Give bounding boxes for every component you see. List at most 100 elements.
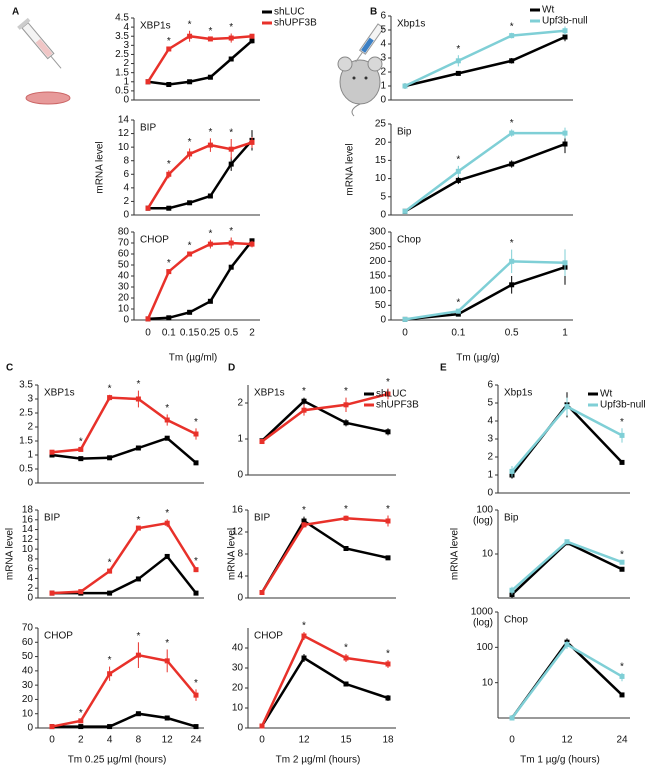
significance-marker: * [229,128,233,139]
y-tick-label: 2 [27,422,33,433]
x-tick-label: 4 [107,735,113,746]
data-point [402,208,408,214]
y-tick-label: 50 [118,260,130,271]
y-axis-label: mRNA level [227,528,238,580]
data-point [187,79,193,85]
data-line [261,392,389,443]
subplot-title: Chop [504,615,528,626]
y-tick-label: 8 [237,549,243,560]
x-axis-label: Tm 2 µg/ml (hours) [276,755,361,766]
data-line [146,34,253,83]
data-point [207,74,213,80]
y-tick-label: 1000 [471,607,494,618]
y-tick-label: 12 [118,128,130,139]
y-tick-label: 18 [22,505,34,516]
x-tick-label: 24 [190,735,202,746]
y-scale-note: (log) [473,516,493,527]
data-point [207,298,213,304]
data-point [78,456,84,462]
panel-letter: B [370,7,377,18]
data-point [509,715,515,721]
x-tick-label: 1 [562,328,568,339]
subplot-title: BIP [140,123,156,134]
data-point [107,590,113,596]
data-point [249,139,255,145]
significance-marker: * [302,621,306,632]
x-axis-label: Tm (µg/ml) [169,353,218,364]
y-tick-label: 3.5 [19,380,33,391]
data-point [385,661,391,667]
data-point [564,404,570,410]
data-line [404,35,566,88]
data-point [259,439,265,445]
data-point [562,28,568,34]
data-point [509,587,515,593]
significance-marker: * [167,258,171,269]
x-tick-label: 0.5 [505,328,519,339]
y-tick-label: 3 [27,394,33,405]
significance-marker: * [344,504,348,515]
data-point [166,82,172,88]
y-tick-label: 10 [22,708,34,719]
data-point [145,316,151,322]
subplot-title: BIP [254,513,270,524]
data-line [404,29,566,88]
data-point [343,655,349,661]
data-point [166,171,172,177]
y-tick-label: 50 [22,651,34,662]
significance-marker: * [208,26,212,37]
data-point [619,459,625,465]
data-point [187,251,193,257]
subplot-title: Bip [504,513,519,524]
y-tick-label: 4 [27,573,33,584]
data-point [385,555,391,561]
y-tick-label: 0 [237,593,243,604]
subplot-title: Xbp1s [504,388,532,399]
data-point [78,718,84,724]
data-point [164,417,170,423]
significance-marker: * [165,508,169,519]
data-point [343,402,349,408]
y-tick-label: 1.5 [115,67,129,78]
data-point [619,673,625,679]
panel-letter: C [6,363,13,374]
data-point [135,525,141,531]
significance-marker: * [302,386,306,397]
y-tick-label: 10 [482,677,494,688]
y-tick-label: 40 [118,271,130,282]
data-point [207,241,213,247]
y-tick-label: 3 [123,40,129,51]
y-tick-label: 4 [123,22,129,33]
x-tick-label: 8 [136,735,142,746]
data-line [404,266,566,321]
data-point [166,315,172,321]
y-tick-label: 14 [118,115,130,126]
significance-marker: * [108,383,112,394]
y-tick-label: 40 [22,665,34,676]
y-tick-label: 6 [123,169,129,180]
y-tick-label: 0.5 [115,86,129,97]
x-tick-label: 0 [49,735,55,746]
y-tick-label: 0 [27,478,33,489]
x-tick-label: 12 [561,735,573,746]
y-tick-label: 150 [369,271,386,282]
y-axis-label: mRNA level [345,143,356,195]
significance-marker: * [136,515,140,526]
y-tick-label: 10 [482,549,494,560]
y-tick-label: 30 [118,282,130,293]
x-tick-label: 12 [298,735,310,746]
y-tick-label: 60 [118,249,130,260]
y-tick-label: 2 [487,452,493,463]
legend-label: shLUC [376,389,407,400]
y-tick-label: 0 [237,723,243,734]
x-tick-label: 0.1 [162,328,176,339]
data-point [562,130,568,136]
significance-marker: * [165,638,169,649]
data-point [259,723,265,729]
data-point [164,715,170,721]
data-point [228,56,234,62]
data-point [166,46,172,52]
syringe-icon [355,23,385,63]
data-point [385,391,391,397]
legend-label: Wt [542,5,554,16]
